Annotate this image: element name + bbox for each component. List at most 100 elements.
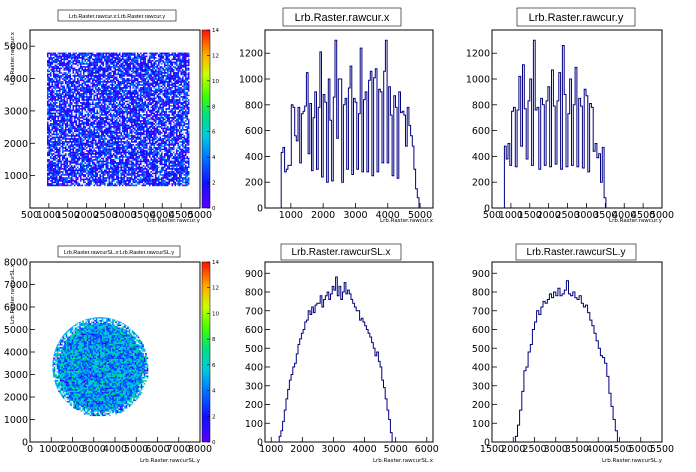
heatmap-cell [69,64,71,67]
heatmap-cell [99,108,101,110]
heatmap-cell [180,64,182,67]
heatmap-cell [171,52,173,55]
heatmap-cell [170,126,172,128]
heatmap-cell [137,99,139,101]
heatmap-cell [54,66,56,68]
heatmap-cell [182,82,184,85]
heatmap-cell [93,73,95,76]
heatmap-cell [150,66,152,68]
heatmap-cell [156,112,158,115]
heatmap-cell [179,111,181,113]
heatmap-cell [156,115,158,118]
heatmap-cell [81,94,83,97]
heatmap-cell [62,52,64,55]
heatmap-cell [182,52,184,55]
heatmap-cell [158,73,160,76]
heatmap-cell [68,91,70,94]
heatmap-cell [168,81,170,83]
heatmap-cell [128,85,130,88]
heatmap-cell [134,121,136,124]
heatmap-cell [71,72,73,74]
heatmap-cell [98,90,100,92]
heatmap-cell [126,96,128,98]
heatmap-cell [116,60,118,62]
heatmap-cell [98,109,100,112]
heatmap-cell [117,111,119,113]
heatmap-cell [93,61,95,64]
heatmap-cell [93,121,95,124]
heatmap-cell [177,61,179,64]
heatmap-cell [158,102,160,104]
heatmap-cell [48,88,50,91]
heatmap-cell [93,90,95,92]
heatmap-cell [144,94,146,97]
heatmap-cell [75,106,77,109]
heatmap-cell [86,70,88,73]
heatmap-cell [65,90,67,92]
heatmap-cell [155,99,157,101]
heatmap-cell [98,121,100,124]
heatmap-cell [185,81,187,83]
heatmap-cell [105,67,107,70]
heatmap-cell [152,105,154,107]
heatmap-cell [150,120,152,122]
heatmap-cell [182,90,184,92]
heatmap-cell [54,79,56,82]
heatmap-cell [51,126,53,128]
heatmap-cell [155,52,157,55]
heatmap-cell [131,115,133,118]
heatmap-cell [102,88,104,91]
heatmap-cell [96,54,98,56]
heatmap-cell [65,93,67,95]
heatmap-cell [167,81,169,83]
heatmap-cell [59,79,61,82]
heatmap-cell [153,81,155,83]
heatmap-cell [174,63,176,65]
heatmap-cell [50,75,52,77]
heatmap-cell [113,60,115,62]
heatmap-cell [105,66,107,68]
heatmap-cell [170,52,172,55]
heatmap-cell [69,70,71,73]
heatmap-cell [83,75,85,77]
heatmap-cell [62,81,64,83]
heatmap-cell [86,91,88,94]
heatmap-cell [104,118,106,121]
heatmap-cell [104,130,106,133]
heatmap-cell [83,97,85,100]
heatmap-cell [180,72,182,74]
heatmap-cell [50,76,52,79]
heatmap-cell [81,102,83,104]
heatmap-cell [135,57,137,59]
heatmap-cell [131,123,133,125]
heatmap-cell [83,69,85,71]
heatmap-cell [171,105,173,107]
heatmap-cell [183,88,185,91]
heatmap-cell [75,108,77,110]
heatmap-cell [54,103,56,106]
heatmap-cell [75,130,77,133]
heatmap-cell [116,72,118,74]
heatmap-cell [162,94,164,97]
heatmap-cell [122,121,124,124]
heatmap-cell [54,117,56,119]
heatmap-cell [99,64,101,67]
heatmap-cell [147,126,149,128]
heatmap-cell [71,109,73,112]
heatmap-cell [129,109,131,112]
heatmap-cell [167,76,169,79]
heatmap-cell [89,54,91,56]
heatmap-cell [90,108,92,110]
heatmap-cell [110,58,112,61]
heatmap-cell [102,109,104,112]
heatmap-cell [117,118,119,121]
heatmap-cell [75,70,77,73]
heatmap-cell [50,58,52,61]
heatmap-cell [71,93,73,95]
heatmap-cell [66,72,68,74]
heatmap-cell [176,84,178,86]
heatmap-cell [96,97,98,100]
heatmap-cell [183,93,185,95]
heatmap-cell [90,75,92,77]
heatmap-cell [120,130,122,133]
